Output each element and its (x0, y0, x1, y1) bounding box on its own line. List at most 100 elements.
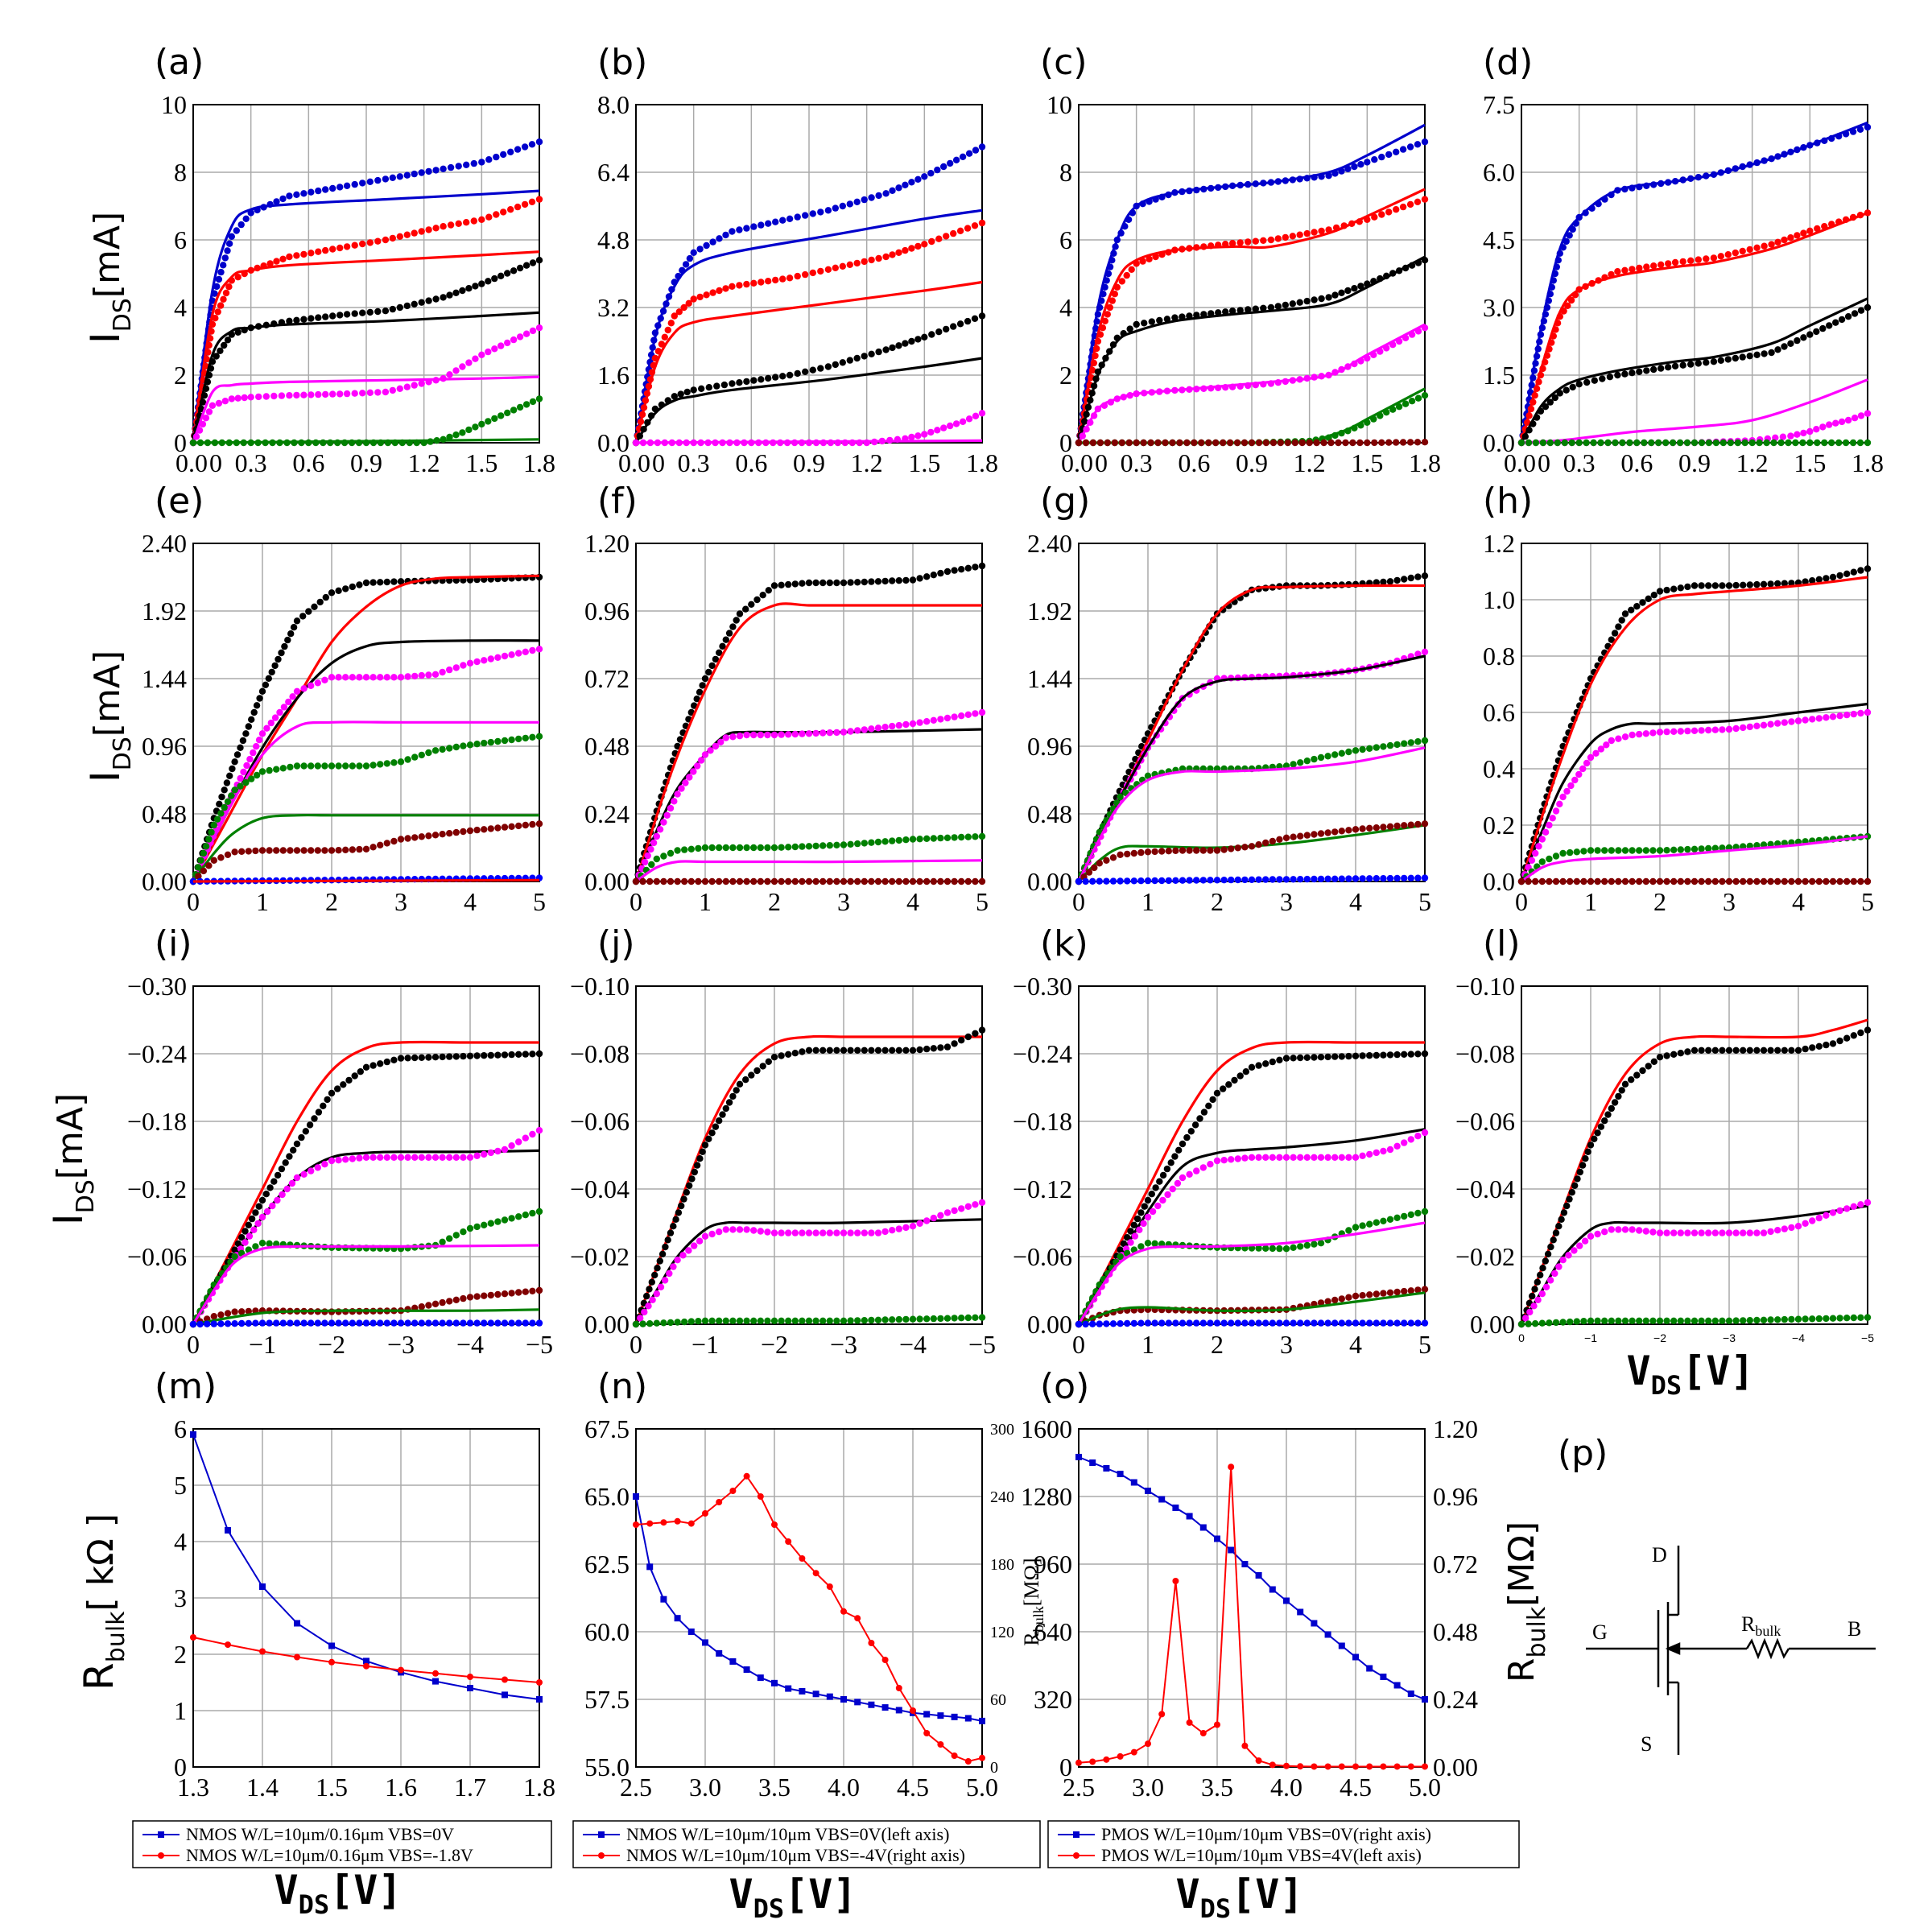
data-point (473, 1293, 481, 1300)
data-point (1857, 307, 1865, 314)
data-point (1546, 855, 1553, 863)
data-point (446, 1154, 453, 1162)
label-unit: [V] (329, 1867, 402, 1913)
y-tick-label: 10 (161, 90, 187, 119)
data-marker-square (1352, 1653, 1359, 1661)
data-point (273, 198, 280, 205)
data-point (839, 359, 847, 366)
data-point (696, 293, 704, 301)
data-point (799, 730, 806, 737)
data-point (1639, 1067, 1646, 1075)
y2-tick-label: 1.20 (1433, 1414, 1478, 1443)
data-point (1849, 128, 1857, 135)
data-point (733, 617, 740, 624)
data-point (1656, 877, 1664, 886)
data-point (1156, 388, 1163, 395)
data-point (411, 300, 418, 308)
series-black-dots (632, 1026, 986, 1328)
data-point (431, 1319, 440, 1327)
data-point (204, 378, 212, 386)
series-line (1520, 702, 1868, 882)
y2-tick-label: 240 (990, 1488, 1014, 1506)
y-tick-label: −0.24 (127, 1039, 187, 1068)
data-point (812, 729, 819, 737)
data-point (1525, 427, 1533, 434)
data-point (287, 630, 295, 638)
data-point (1148, 389, 1156, 396)
data-point (809, 366, 816, 374)
data-point (298, 1133, 305, 1141)
data-point (951, 877, 958, 886)
data-point (743, 280, 750, 288)
data-point (1849, 213, 1857, 221)
data-point (1274, 235, 1282, 242)
plot-frame (192, 543, 540, 882)
data-point (1546, 1277, 1554, 1284)
data-point (255, 737, 263, 744)
label-main: R (1020, 1632, 1043, 1646)
data-point (1636, 184, 1643, 191)
data-point (909, 1223, 917, 1230)
data-point (1809, 1315, 1816, 1323)
x-tick-label: 4.0 (828, 1773, 860, 1802)
data-point (755, 439, 762, 447)
data-point (1592, 749, 1600, 757)
data-point (1684, 877, 1691, 886)
data-point (258, 768, 266, 775)
data-marker-square (1103, 1465, 1110, 1472)
data-point (356, 674, 363, 681)
data-point (833, 579, 840, 587)
data-point (1663, 877, 1670, 886)
data-point (221, 398, 229, 405)
data-point (1530, 1302, 1538, 1310)
data-point (460, 742, 467, 749)
data-point (1601, 877, 1608, 886)
data-point (1364, 354, 1371, 362)
data-point (1207, 1319, 1214, 1327)
data-marker-circle (190, 1634, 196, 1641)
grid (193, 105, 539, 443)
data-point (1815, 1042, 1823, 1051)
data-point (750, 377, 758, 384)
data-point (1774, 720, 1781, 727)
data-point (258, 1240, 266, 1247)
data-point (1619, 439, 1626, 447)
x-tick-label: −2 (761, 1330, 788, 1359)
y-tick-label: −0.24 (1013, 1039, 1072, 1068)
y2-tick-label: 0 (990, 1759, 998, 1777)
data-point (515, 1051, 522, 1059)
data-point (895, 721, 903, 729)
data-point (978, 877, 986, 886)
data-point (1137, 877, 1145, 885)
data-point (246, 1232, 254, 1240)
data-point (1761, 157, 1768, 164)
data-point (223, 779, 231, 786)
series-line (192, 878, 540, 883)
x-tick-label: 1.5 (465, 448, 497, 477)
data-point (1545, 297, 1553, 304)
data-point (487, 1051, 494, 1059)
data-point (1850, 1314, 1857, 1322)
data-point (1393, 439, 1400, 446)
data-point (1220, 1085, 1227, 1092)
data-point (1385, 151, 1393, 159)
data-point (237, 782, 244, 790)
data-point (1677, 728, 1684, 735)
data-point (1120, 330, 1127, 337)
data-point (1213, 1319, 1221, 1327)
data-point (293, 252, 300, 259)
data-point (432, 377, 440, 384)
y-tick-label: 640 (1034, 1617, 1072, 1646)
x-tick-label: −1 (1584, 1331, 1597, 1344)
data-point (1345, 1154, 1352, 1162)
data-point (1615, 1226, 1622, 1233)
data-marker-circle (743, 1472, 750, 1480)
data-point (481, 1150, 488, 1158)
data-point (1414, 198, 1422, 205)
data-point (1532, 877, 1539, 886)
data-point (1597, 439, 1604, 447)
data-point (1282, 177, 1290, 184)
data-point (1085, 869, 1093, 876)
data-point (535, 196, 543, 203)
data-point (632, 439, 640, 447)
